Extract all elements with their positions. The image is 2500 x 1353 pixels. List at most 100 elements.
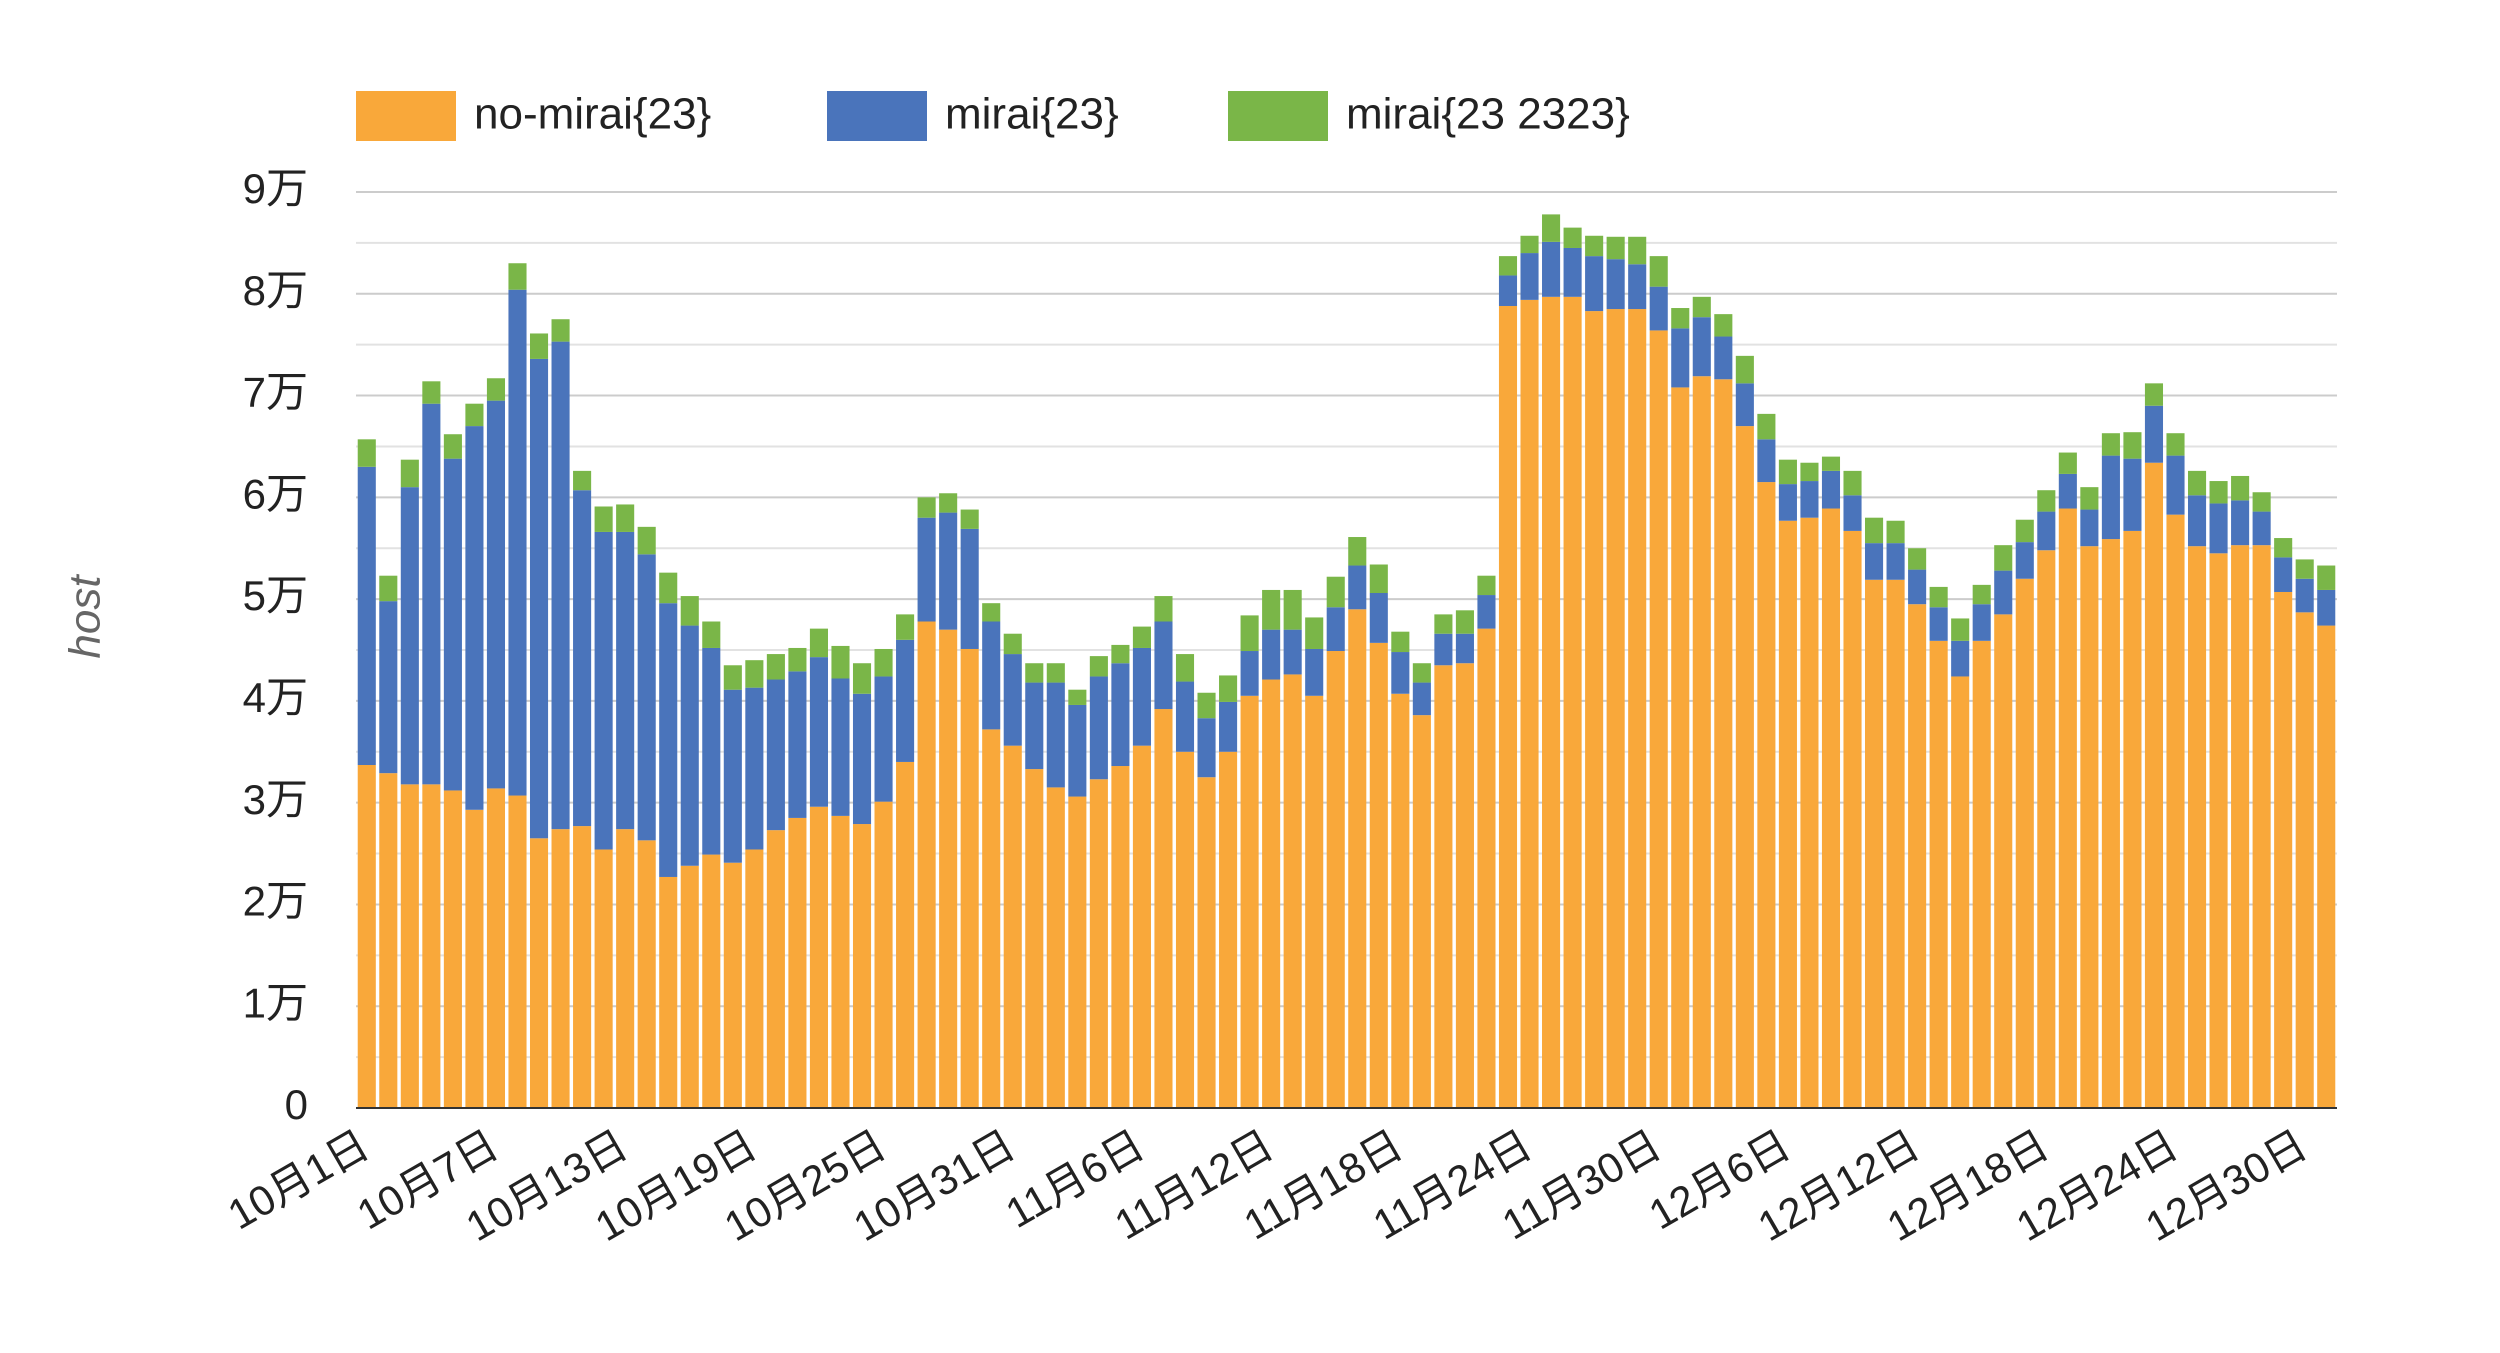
bar-segment xyxy=(1455,610,1474,634)
bar-segment xyxy=(1520,253,1539,300)
bar-segment xyxy=(1628,236,1647,265)
bar-segment xyxy=(1477,595,1496,629)
y-tick-label: 3万 xyxy=(243,776,308,823)
bar-segment xyxy=(1800,517,1819,1108)
bar-segment xyxy=(1800,481,1819,518)
bar-segment xyxy=(659,603,678,877)
bar-segment xyxy=(616,504,635,532)
bar-segment xyxy=(788,647,807,672)
bar-segment xyxy=(1262,679,1281,1108)
bar-segment xyxy=(2037,490,2056,512)
bar-segment xyxy=(1089,656,1108,677)
bar-segment xyxy=(1542,241,1561,297)
bar-segment xyxy=(1865,579,1884,1108)
bar-segment xyxy=(2101,433,2120,456)
bar-segment xyxy=(788,817,807,1108)
bar-segment xyxy=(723,665,742,690)
bar-segment xyxy=(1391,652,1410,694)
bar-segment xyxy=(1111,663,1130,767)
y-tick-label: 4万 xyxy=(243,674,308,721)
bar-segment xyxy=(2058,508,2077,1108)
bar-segment xyxy=(2317,565,2336,590)
bar-segment xyxy=(745,849,764,1108)
bar-segment xyxy=(1692,317,1711,377)
bar-segment xyxy=(486,788,506,1108)
bar-segment xyxy=(2166,514,2185,1108)
bar-segment xyxy=(1606,309,1625,1108)
bar-segment xyxy=(1757,413,1776,440)
bar-segment xyxy=(1477,628,1496,1108)
bar-segment xyxy=(1305,648,1324,696)
legend-swatch xyxy=(356,91,456,141)
bar-segment xyxy=(1154,709,1173,1108)
bar-segment xyxy=(2015,542,2034,579)
bar-segment xyxy=(680,596,699,626)
bar-segment xyxy=(852,693,872,825)
bar-segment xyxy=(443,434,462,459)
bar-segment xyxy=(1219,675,1238,702)
bar-segment xyxy=(1175,751,1195,1108)
bar-segment xyxy=(400,784,419,1108)
bar-segment xyxy=(2101,455,2120,540)
bar-segment xyxy=(2144,405,2164,463)
bar-segment xyxy=(1821,508,1841,1108)
bar-segment xyxy=(1520,299,1539,1109)
bar-segment xyxy=(2231,475,2250,501)
bar-segment xyxy=(1391,631,1410,653)
bar-segment xyxy=(1994,614,2013,1108)
bar-segment xyxy=(2274,538,2293,558)
bar-segment xyxy=(357,439,376,467)
bar-segment xyxy=(1821,456,1841,471)
y-tick-label: 6万 xyxy=(243,470,308,517)
bar-segment xyxy=(551,341,570,830)
bar-segment xyxy=(766,679,785,831)
bar-segment xyxy=(960,528,979,649)
bar-segment xyxy=(443,458,462,791)
bar-segment xyxy=(1175,681,1195,752)
bar-segment xyxy=(1628,309,1647,1108)
legend-label: mirai{23} xyxy=(945,90,1119,139)
bar-segment xyxy=(1585,311,1604,1109)
bar-segment xyxy=(1951,676,1970,1108)
bar-segment xyxy=(723,862,742,1108)
bar-segment xyxy=(1154,596,1173,622)
bar-segment xyxy=(1520,235,1539,254)
bar-segment xyxy=(939,512,958,630)
bar-segment xyxy=(1068,796,1087,1108)
bar-segment xyxy=(486,400,506,789)
bar-segment xyxy=(939,629,958,1108)
bar-segment xyxy=(1025,769,1044,1108)
bar-segment xyxy=(1692,296,1711,318)
bar-segment xyxy=(1908,604,1927,1108)
bar-segment xyxy=(2317,625,2336,1108)
bar-segment xyxy=(1972,640,1991,1108)
bar-segment xyxy=(896,761,915,1108)
bar-segment xyxy=(529,838,549,1108)
bar-segment xyxy=(1563,296,1582,1108)
bar-segment xyxy=(1865,517,1884,544)
bar-segment xyxy=(573,826,592,1108)
bar-segment xyxy=(1585,235,1604,257)
bar-segment xyxy=(1046,682,1065,788)
bar-segment xyxy=(400,459,419,488)
bar-segment xyxy=(1197,692,1216,719)
y-tick-label: 8万 xyxy=(243,267,308,314)
bar-segment xyxy=(1391,693,1410,1108)
bar-segment xyxy=(1951,640,1970,677)
bar-segment xyxy=(357,466,376,766)
bar-segment xyxy=(637,554,656,841)
bar-segment xyxy=(874,801,893,1108)
bar-segment xyxy=(2166,433,2185,456)
y-tick-label: 9万 xyxy=(243,165,308,212)
bar-segment xyxy=(616,829,635,1108)
legend-swatch xyxy=(1228,91,1328,141)
bar-segment xyxy=(1369,593,1388,643)
bar-segment xyxy=(1886,579,1905,1108)
bar-segment xyxy=(1972,584,1991,605)
bar-segment xyxy=(2252,545,2271,1108)
bar-segment xyxy=(1886,520,1905,544)
bar-segment xyxy=(2058,452,2077,474)
bar-segment xyxy=(1843,530,1862,1108)
bar-segment xyxy=(1283,589,1302,630)
